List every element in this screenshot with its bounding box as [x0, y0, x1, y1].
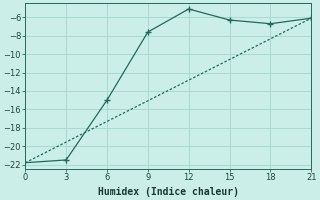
X-axis label: Humidex (Indice chaleur): Humidex (Indice chaleur)	[98, 186, 239, 197]
